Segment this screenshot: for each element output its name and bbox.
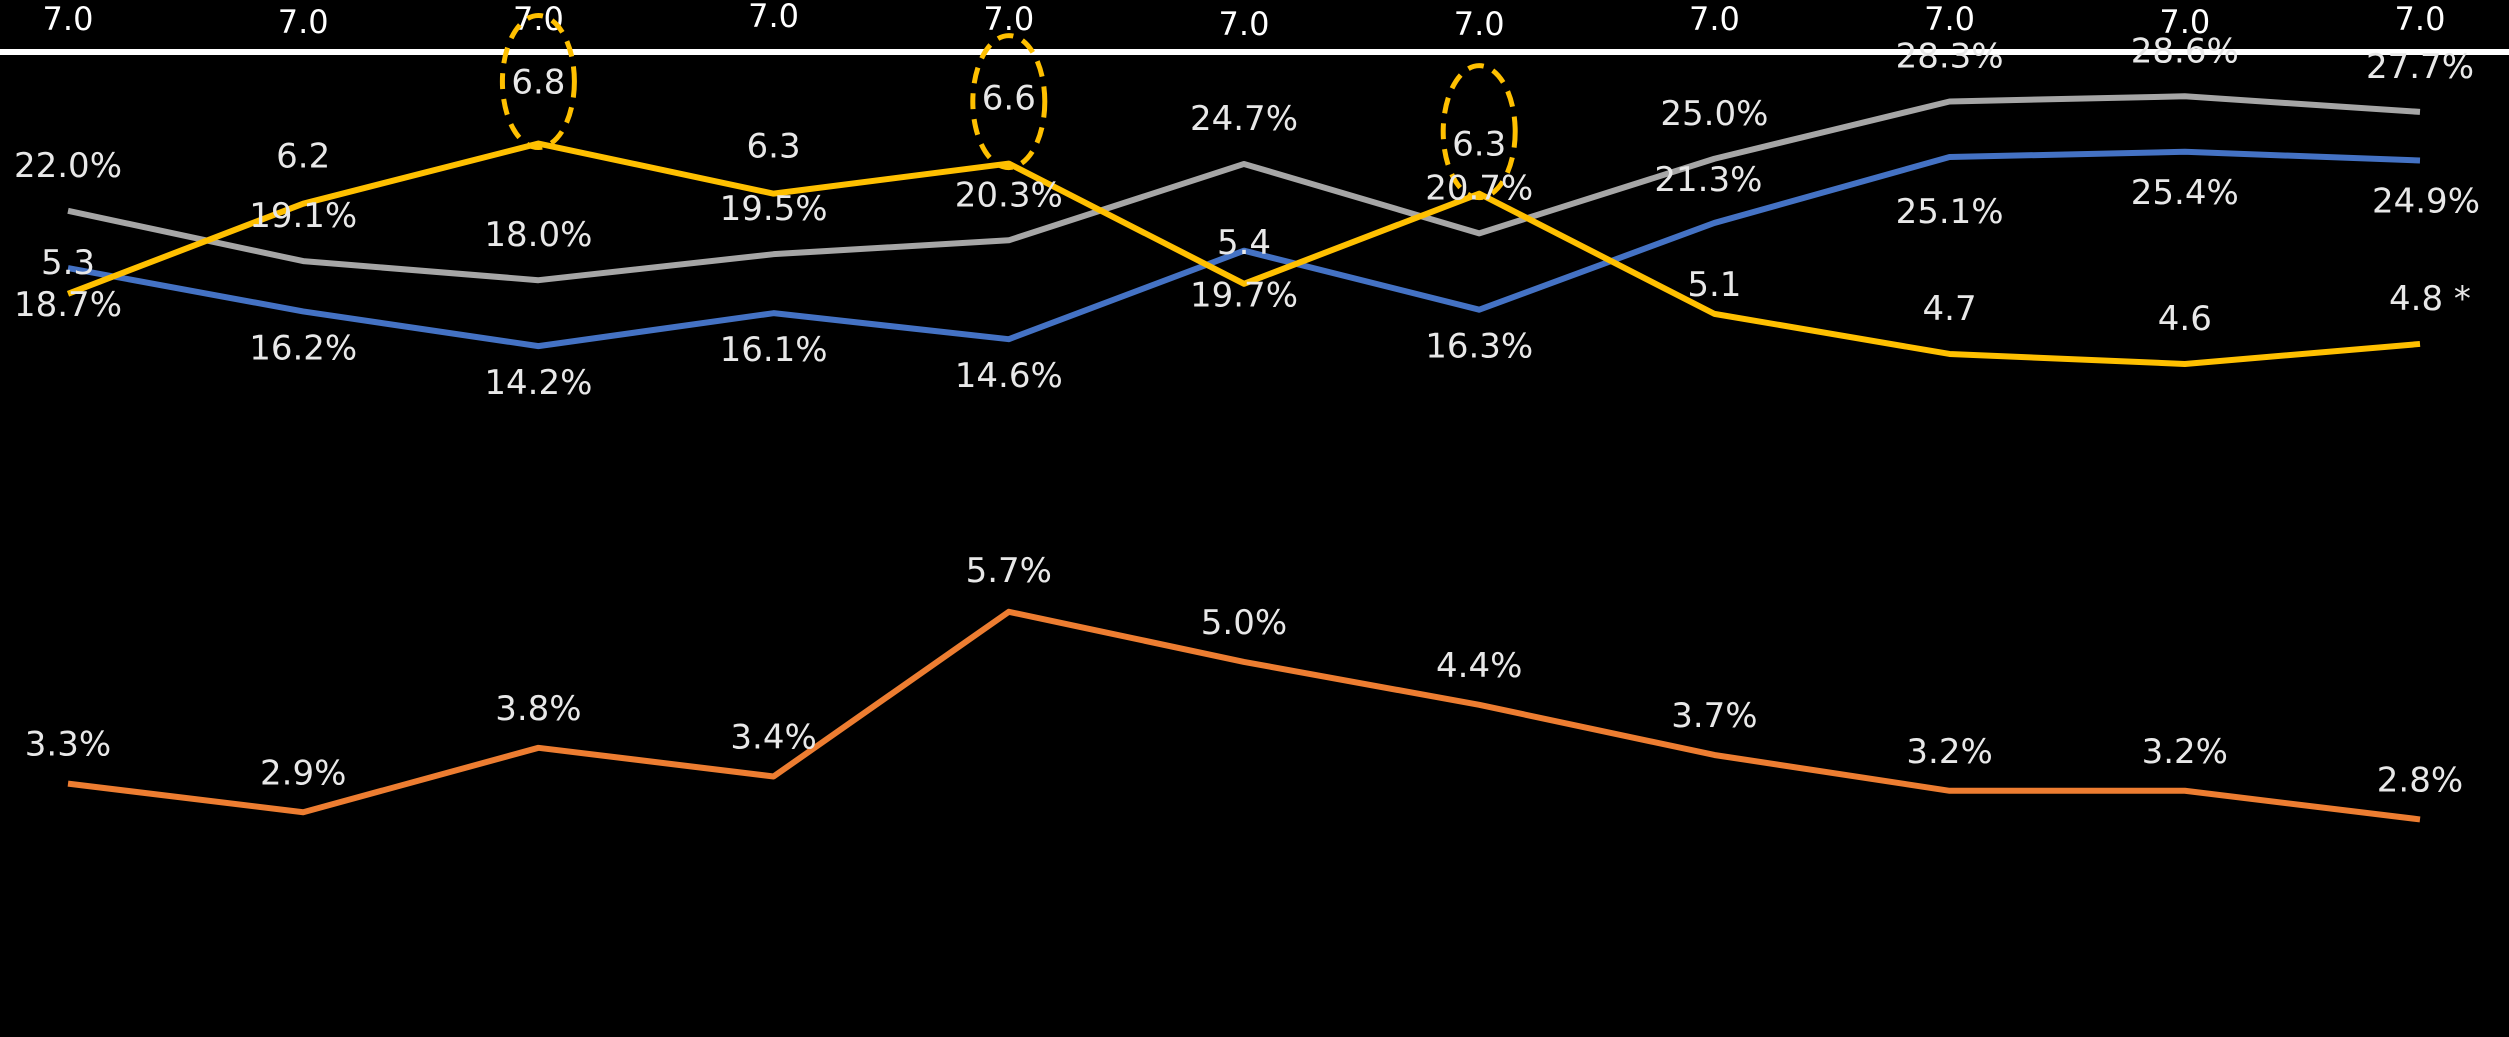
top-value-label: 7.0 (43, 0, 94, 38)
top-value-label: 7.0 (1689, 0, 1740, 38)
gray-data-label: 24.7% (1190, 99, 1298, 139)
yellow-data-label: 5.4 (1217, 223, 1271, 263)
blue-data-label: 25.1% (1896, 192, 2004, 232)
orange-series-line (67, 608, 2421, 823)
blue-data-label: 16.3% (1425, 327, 1533, 367)
blue-series-line (67, 148, 2421, 350)
yellow-data-label: 5.3 (41, 243, 95, 283)
highlight-circle (1440, 63, 1518, 201)
orange-data-label: 4.4% (1436, 646, 1522, 686)
orange-data-label: 3.2% (1906, 732, 1992, 772)
orange-data-label: 3.4% (730, 717, 816, 757)
top-value-label: 7.0 (748, 0, 799, 35)
yellow-data-label: 4.6 (2158, 299, 2212, 339)
highlight-circle (499, 13, 577, 151)
gray-data-label: 18.0% (484, 215, 592, 255)
top-value-label: 7.0 (1219, 5, 1270, 43)
data-labels: 22.0% 19.1% 18.0% 19.5% 20.3% 24.7% 20.7% 25.0%… (14, 31, 2480, 800)
yellow-data-label: 6.8 (511, 63, 565, 103)
gray-data-label: 19.1% (249, 196, 357, 236)
blue-data-label: 24.9% (2372, 181, 2480, 221)
gray-data-label: 28.6% (2131, 31, 2239, 71)
orange-data-label: 5.7% (966, 551, 1052, 591)
yellow-series-line (66, 140, 2421, 367)
top-value-label: 7.0 (2159, 3, 2210, 41)
orange-data-label: 2.8% (2377, 760, 2463, 800)
top-value-label: 7.0 (513, 0, 564, 38)
orange-data-label: 2.9% (260, 753, 346, 793)
blue-data-label: 18.7% (14, 285, 122, 325)
gray-series-line (67, 93, 2421, 284)
blue-data-label: 25.4% (2131, 173, 2239, 213)
yellow-data-label: 4.8 * (2389, 279, 2471, 319)
blue-data-label: 19.7% (1190, 276, 1298, 316)
yellow-data-label: 6.6 (982, 79, 1036, 119)
top-value-label: 7.0 (1924, 0, 1975, 38)
top-value-label: 7.0 (2395, 0, 2446, 38)
gray-data-label: 28.3% (1896, 36, 2004, 76)
gray-data-label: 20.3% (955, 175, 1063, 215)
gray-data-label: 22.0% (14, 146, 122, 186)
gray-data-label: 25.0% (1660, 94, 1768, 134)
blue-data-label: 16.2% (249, 328, 357, 368)
yellow-data-label: 6.2 (276, 137, 330, 177)
highlight-circle (970, 33, 1048, 171)
top-value-label: 7.0 (1454, 5, 1505, 43)
gray-data-label: 19.5% (720, 189, 828, 229)
blue-data-label: 21.3% (1654, 160, 1762, 200)
top-value-label: 7.0 (278, 3, 329, 41)
top-value-label: 7.0 (983, 0, 1034, 38)
yellow-data-label: 6.3 (1452, 125, 1506, 165)
orange-data-label: 5.0% (1201, 603, 1287, 643)
orange-data-label: 3.3% (25, 725, 111, 765)
series-lines (66, 93, 2421, 823)
yellow-data-label: 6.3 (747, 127, 801, 167)
top-value-row: 7.0 7.0 7.0 7.0 7.0 7.0 7.0 7.0 7.0 7.0 7.0 (43, 0, 2446, 43)
gray-data-label: 27.7% (2366, 47, 2474, 87)
blue-data-label: 16.1% (720, 330, 828, 370)
blue-data-label: 14.2% (484, 363, 592, 403)
yellow-data-label: 4.7 (1923, 289, 1977, 329)
yellow-data-label: 5.1 (1687, 265, 1741, 305)
blue-data-label: 14.6% (955, 356, 1063, 396)
highlight-circles (499, 13, 1518, 201)
orange-data-label: 3.7% (1671, 696, 1757, 736)
gray-data-label: 20.7% (1425, 168, 1533, 208)
orange-data-label: 3.2% (2142, 732, 2228, 772)
orange-data-label: 3.8% (495, 689, 581, 729)
